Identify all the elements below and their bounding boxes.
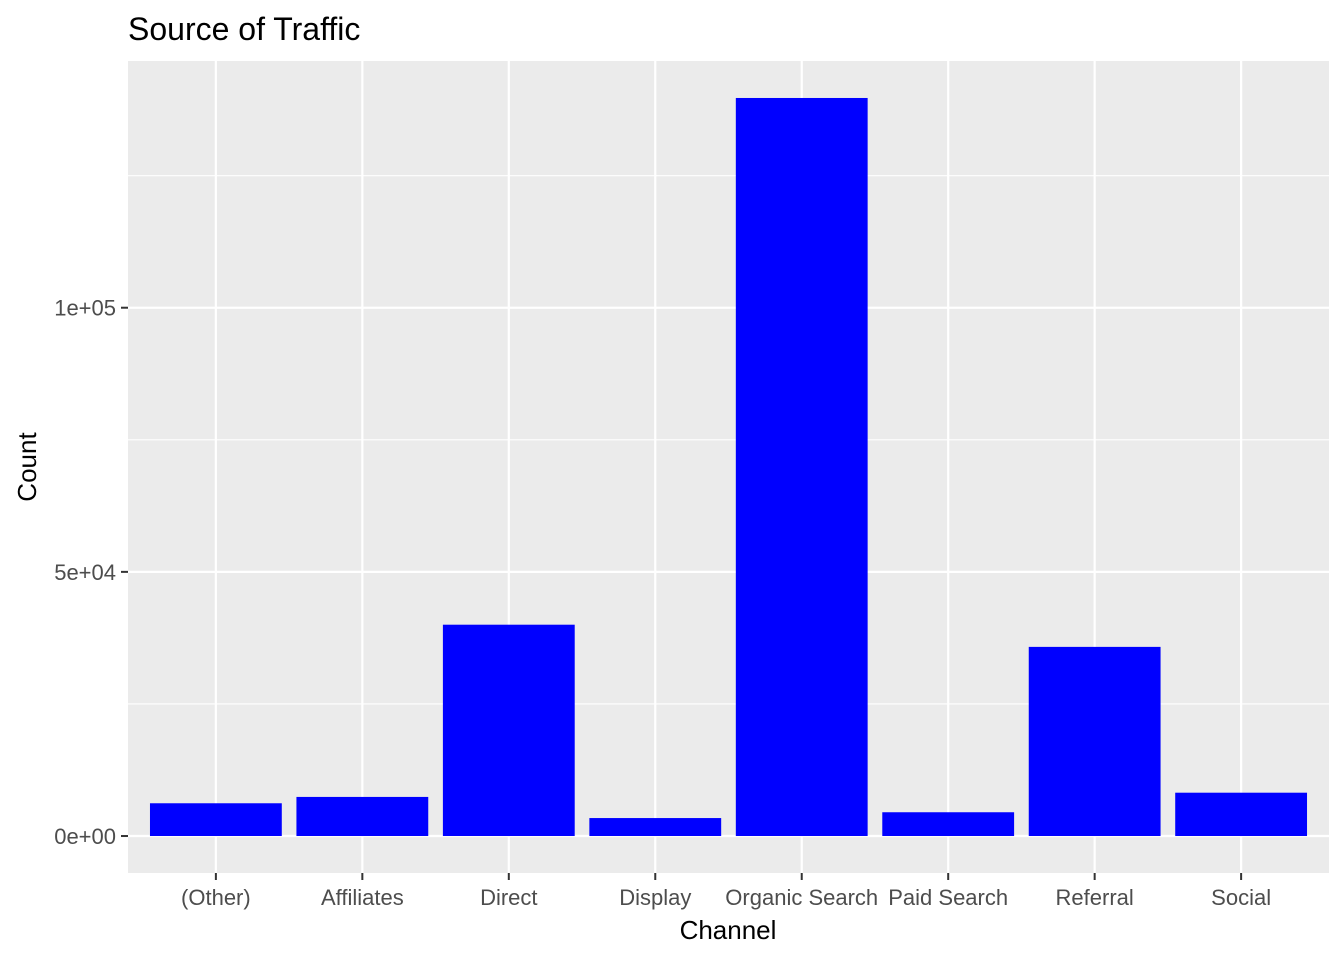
y-axis: 0e+00 5e+04 1e+05 (54, 296, 128, 849)
x-axis: (Other) Affiliates Direct Display Organic Se… (181, 873, 1271, 910)
x-tick-label: Social (1211, 885, 1271, 910)
y-tick-label: 1e+05 (54, 296, 116, 321)
x-tick-label: Organic Search (725, 885, 878, 910)
bar (1175, 792, 1308, 837)
bar (149, 803, 282, 837)
y-tick-label: 0e+00 (54, 824, 116, 849)
bar (1028, 646, 1161, 837)
x-tick-label: (Other) (181, 885, 251, 910)
x-tick-label: Display (619, 885, 691, 910)
bar (296, 796, 429, 837)
bar (882, 812, 1015, 837)
x-tick-label: Direct (480, 885, 537, 910)
chart-title: Source of Traffic (128, 11, 360, 47)
y-axis-title: Count (12, 432, 42, 502)
bar (442, 624, 575, 837)
x-tick-label: Paid Search (888, 885, 1008, 910)
x-axis-title: Channel (680, 915, 777, 945)
x-tick-label: Affiliates (321, 885, 404, 910)
bar (589, 818, 722, 837)
y-tick-label: 5e+04 (54, 560, 116, 585)
bar (735, 97, 868, 837)
bars (149, 97, 1308, 837)
x-tick-label: Referral (1056, 885, 1134, 910)
